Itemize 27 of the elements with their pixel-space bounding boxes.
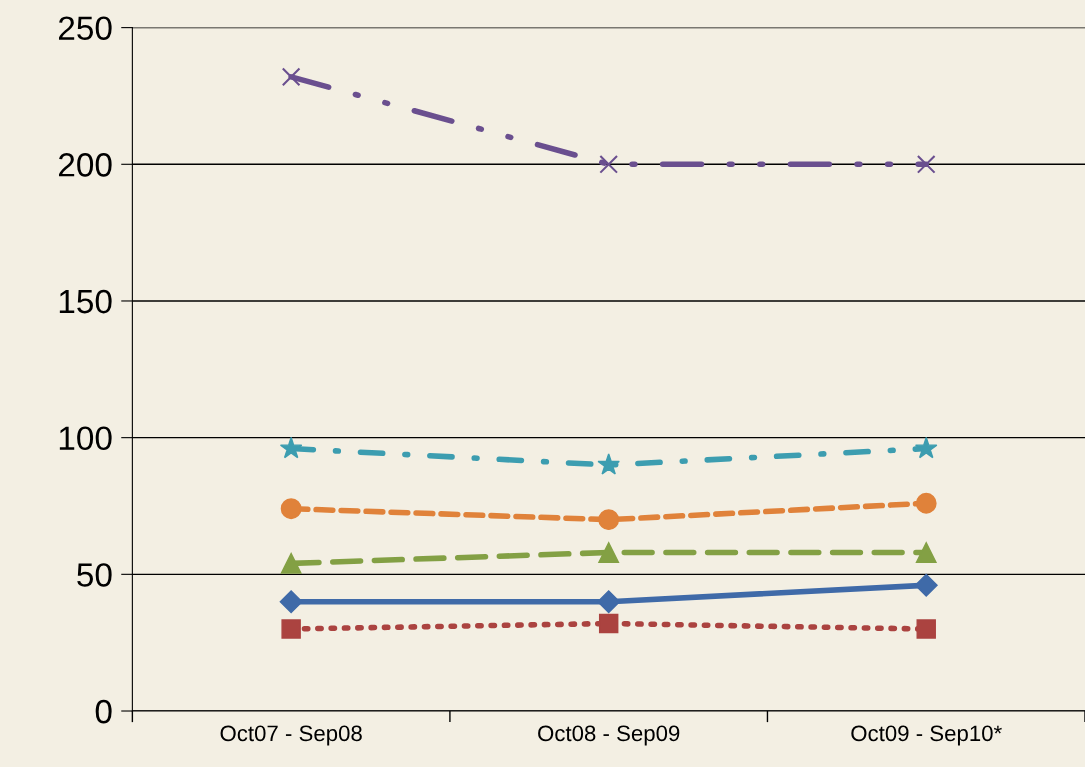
y-tick-label: 200 bbox=[58, 153, 112, 177]
point bbox=[279, 590, 303, 614]
point bbox=[597, 453, 620, 475]
point bbox=[280, 552, 302, 574]
point bbox=[914, 436, 938, 459]
x-tick-label: Oct09 - Sep10* bbox=[851, 725, 1002, 746]
y-tick-label: 250 bbox=[58, 16, 112, 41]
point bbox=[279, 436, 303, 459]
point bbox=[915, 542, 937, 563]
point bbox=[916, 154, 936, 174]
point bbox=[280, 498, 302, 520]
point bbox=[597, 590, 621, 614]
point bbox=[914, 573, 938, 597]
y-tick-label: 150 bbox=[59, 289, 112, 314]
point bbox=[598, 509, 620, 531]
point bbox=[916, 619, 936, 639]
point bbox=[915, 492, 937, 514]
point bbox=[598, 613, 619, 634]
y-tick-label: 100 bbox=[59, 426, 112, 451]
y-tick-label: 0 bbox=[95, 699, 112, 724]
point bbox=[598, 542, 620, 563]
point bbox=[281, 619, 301, 639]
y-tick-label: 50 bbox=[77, 563, 112, 587]
point bbox=[599, 154, 619, 174]
point bbox=[281, 67, 301, 87]
x-tick-label: Oct07 - Sep08 bbox=[220, 725, 362, 746]
x-tick-label: Oct08 - Sep09 bbox=[538, 725, 680, 746]
